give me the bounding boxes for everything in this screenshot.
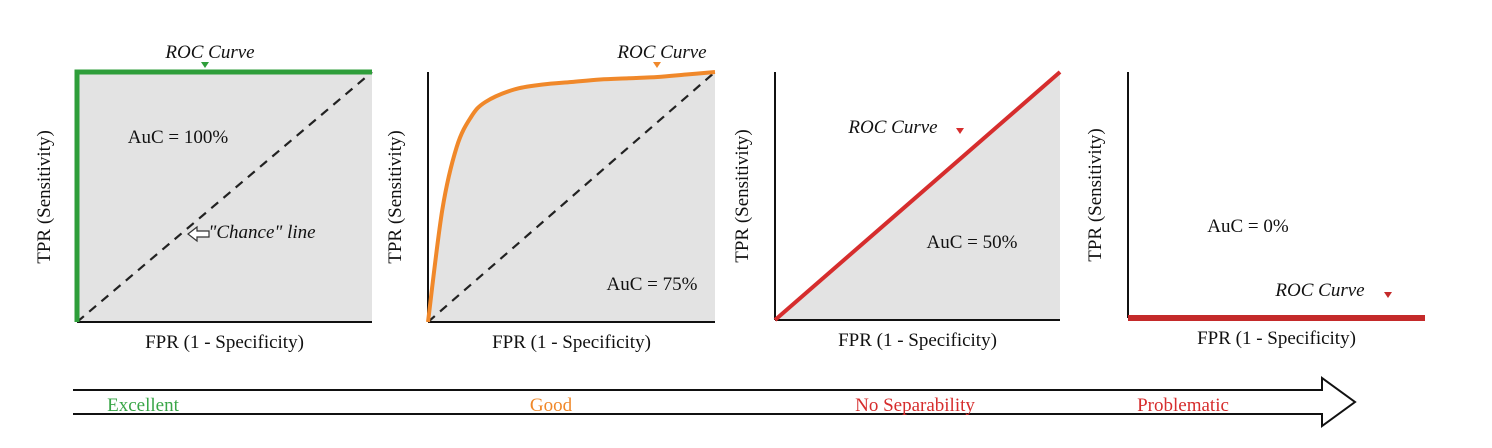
auc-label: AuC = 0% <box>1207 216 1289 237</box>
scale-label: Good <box>530 395 573 416</box>
auc-label: AuC = 50% <box>927 232 1018 253</box>
x-axis-label: FPR (1 - Specificity) <box>1197 328 1356 349</box>
roc-curve-label: ROC Curve <box>164 42 254 63</box>
roc-curve-line <box>773 70 1062 322</box>
roc-curve-label: ROC Curve <box>847 117 937 138</box>
roc-curve-label: ROC Curve <box>1274 280 1364 301</box>
y-axis-label: TPR (Sensitivity) <box>34 130 55 264</box>
chance-line-label: "Chance" line <box>208 222 315 243</box>
auc-area <box>428 72 715 322</box>
roc-panel: FPR (1 - Specificity) TPR (Sensitivity) RO… <box>1085 72 1425 349</box>
roc-curve-arrow-icon <box>653 62 661 68</box>
scale-label: Excellent <box>107 395 179 416</box>
scale-label: No Separability <box>855 395 975 416</box>
roc-curve-line <box>74 69 372 322</box>
y-axis-label: TPR (Sensitivity) <box>385 130 406 264</box>
chance-line <box>76 71 373 323</box>
roc-curve-line <box>426 70 716 323</box>
quality-scale-arrow <box>73 376 1357 428</box>
auc-label: AuC = 75% <box>607 274 698 295</box>
scale-label: Problematic <box>1137 395 1229 416</box>
roc-panel: FPR (1 - Specificity) TPR (Sensitivity) RO… <box>34 42 373 353</box>
x-axis-label: FPR (1 - Specificity) <box>838 330 997 351</box>
y-axis-label: TPR (Sensitivity) <box>1085 128 1106 262</box>
panels: FPR (1 - Specificity) TPR (Sensitivity) RO… <box>34 42 1425 353</box>
x-axis-label: FPR (1 - Specificity) <box>145 332 304 353</box>
hollow-arrow-icon <box>187 225 210 243</box>
roc-curve-arrow-icon <box>956 128 964 134</box>
auc-label: AuC = 100% <box>128 127 229 148</box>
roc-curve-arrow-icon <box>201 62 209 68</box>
roc-panel: FPR (1 - Specificity) TPR (Sensitivity) RO… <box>385 42 716 353</box>
quality-scale: Excellent Good No Separability Problematic <box>73 376 1357 428</box>
x-axis-label: FPR (1 - Specificity) <box>492 332 651 353</box>
roc-curve-arrow-icon <box>1384 292 1392 298</box>
y-axis-label: TPR (Sensitivity) <box>732 129 753 263</box>
roc-curve-label: ROC Curve <box>616 42 706 63</box>
roc-panel: FPR (1 - Specificity) TPR (Sensitivity) RO… <box>732 70 1062 351</box>
